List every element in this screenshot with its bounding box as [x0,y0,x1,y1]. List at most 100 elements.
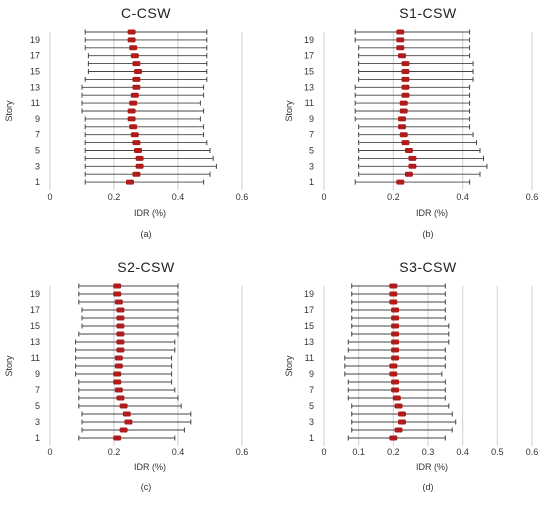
x-tick-label: 0.6 [526,192,539,202]
y-tick-label: 19 [30,289,40,299]
chart-title: C-CSW [121,5,171,21]
x-tick-label: 0 [47,192,52,202]
x-axis-label: IDR (%) [416,208,448,218]
mean-marker [389,363,398,369]
y-tick-label: 1 [35,433,40,443]
y-tick-label: 5 [309,146,314,156]
y-tick-label: 1 [35,177,40,187]
y-tick-label: 11 [31,353,40,363]
x-tick-label: 0.4 [456,192,469,202]
mean-marker [399,100,408,106]
mean-marker [135,155,144,161]
x-tick-label: 0.6 [236,447,249,457]
mean-marker [130,132,139,138]
y-tick-label: 17 [30,305,40,315]
x-tick-label: 0 [47,447,52,457]
y-tick-label: 11 [31,98,40,108]
mean-marker [391,347,400,353]
x-tick-label: 0.4 [172,447,185,457]
mean-marker [391,387,400,393]
chart-title: S3-CSW [399,259,457,275]
x-tick-label: 0.6 [236,192,249,202]
mean-marker [113,291,122,297]
x-tick-label: 0.4 [172,192,185,202]
mean-marker [404,148,413,153]
y-tick-label: 17 [30,51,40,61]
y-tick-label: 13 [304,337,314,347]
y-tick-label: 17 [304,305,314,315]
mean-marker [391,323,400,329]
x-tick-label: 0.2 [387,447,400,457]
mean-marker [130,53,139,59]
chart-title: S1-CSW [399,5,457,21]
mean-marker [408,155,417,161]
y-tick-label: 19 [30,35,40,45]
mean-marker [132,61,141,67]
mean-marker [391,307,400,313]
mean-marker [113,379,122,385]
mean-marker [394,403,403,409]
y-tick-label: 3 [35,417,40,427]
mean-marker [389,435,398,441]
mean-marker [389,371,398,377]
mean-marker [113,283,122,289]
mean-marker [127,37,136,43]
x-tick-label: 0.2 [108,192,121,202]
x-tick-label: 0 [321,447,326,457]
mean-marker [408,163,417,169]
mean-marker [129,124,138,130]
mean-marker [116,315,125,321]
mean-marker [399,132,408,138]
y-tick-label: 13 [304,82,314,92]
y-tick-label: 9 [35,114,40,124]
mean-marker [396,179,405,185]
mean-marker [401,92,410,98]
mean-marker [126,179,134,185]
x-axis-label: IDR (%) [134,208,166,218]
y-tick-label: 9 [309,114,314,124]
x-tick-label: 0.2 [108,447,121,457]
mean-marker [394,427,403,433]
y-axis-label: Story [4,100,14,122]
y-tick-label: 5 [309,401,314,411]
mean-marker [130,92,139,98]
mean-marker [116,307,125,313]
mean-marker [129,100,138,106]
mean-marker [398,53,406,59]
mean-marker [116,331,125,337]
mean-marker [401,84,410,90]
mean-marker [127,108,136,114]
mean-marker [122,411,131,417]
mean-marker [392,395,401,401]
y-tick-label: 3 [309,161,314,171]
panel-caption: (d) [423,482,434,492]
mean-marker [132,76,141,82]
mean-marker [398,116,406,122]
y-tick-label: 13 [30,82,40,92]
mean-marker [114,299,123,305]
mean-marker [401,61,410,67]
y-tick-label: 11 [305,353,314,363]
x-tick-label: 0 [321,192,326,202]
mean-marker [391,339,400,345]
mean-marker [119,403,128,409]
y-axis-label: Story [284,100,294,122]
mean-marker [132,140,141,146]
mean-marker [116,395,125,401]
mean-marker [116,347,125,353]
x-tick-label: 0.1 [352,447,365,457]
mean-marker [129,45,138,51]
mean-marker [114,387,123,393]
x-tick-label: 0.4 [456,447,469,457]
y-tick-label: 9 [309,369,314,379]
mean-marker [134,69,142,74]
x-axis-label: IDR (%) [416,462,448,472]
y-tick-label: 1 [309,177,314,187]
y-tick-label: 11 [305,98,314,108]
y-tick-label: 7 [35,385,40,395]
mean-marker [116,323,125,329]
mean-marker [389,283,398,289]
